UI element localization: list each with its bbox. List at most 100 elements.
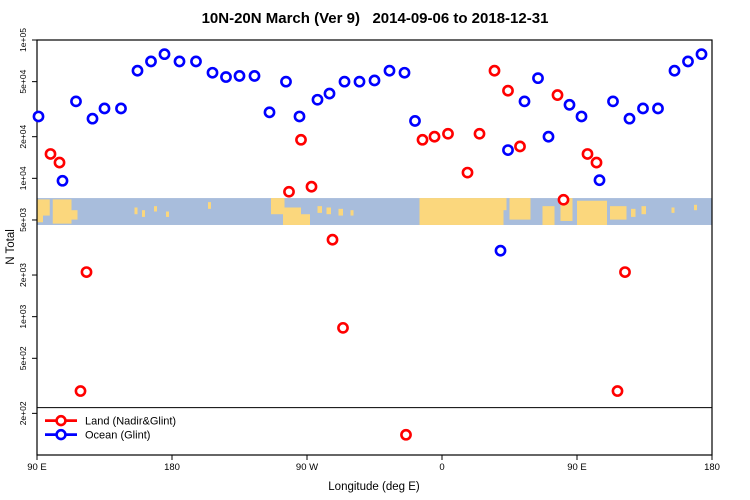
y-tick-label: 2e+03	[18, 263, 28, 287]
map-band-land	[271, 198, 285, 215]
data-point-ocean	[383, 64, 396, 77]
data-point-ocean	[668, 64, 681, 77]
map-band-land	[283, 207, 301, 225]
data-point-land	[611, 385, 624, 397]
data-point-ocean	[86, 112, 99, 125]
legend-marker	[55, 414, 67, 427]
x-tick-label: 90 E	[27, 462, 47, 473]
data-point-ocean	[542, 130, 555, 143]
map-band-land	[166, 211, 169, 217]
plot-area: 90 E 180 90 W 0 90 E 180 1e+05 5e+04 2e+04 1e+04 5…	[18, 28, 720, 473]
data-point-ocean	[131, 64, 144, 77]
y-tick-label: 2e+04	[18, 124, 28, 148]
y-tick-label: 2e+02	[18, 401, 28, 425]
data-point-land	[400, 428, 412, 441]
map-band-land	[208, 202, 211, 209]
data-point-ocean	[311, 93, 324, 106]
legend-marker	[55, 428, 67, 441]
data-point-land	[619, 266, 631, 278]
map-band-land	[326, 207, 331, 215]
data-point-ocean	[145, 55, 157, 68]
data-point-land	[74, 385, 87, 397]
map-band-land	[694, 204, 697, 211]
data-point-land	[502, 84, 514, 97]
map-band-land	[37, 199, 50, 216]
data-point-ocean	[575, 110, 588, 123]
data-point-land	[473, 127, 486, 140]
y-tick-label: 1e+03	[18, 304, 28, 328]
data-point-ocean	[593, 174, 606, 187]
data-point-ocean	[338, 75, 351, 88]
data-point-land	[295, 133, 307, 146]
map-band-land	[317, 206, 322, 213]
y-tick-label: 5e+02	[18, 346, 28, 370]
map-band-land	[499, 198, 507, 211]
data-point-land	[488, 64, 501, 77]
legend-label: Ocean (Glint)	[85, 430, 150, 442]
map-band-land	[37, 214, 43, 223]
data-point-ocean	[293, 110, 306, 123]
data-point-ocean	[115, 102, 127, 115]
y-tick-label: 5e+04	[18, 69, 28, 93]
data-point-land	[416, 133, 429, 146]
data-point-ocean	[623, 112, 636, 125]
data-point-land	[53, 156, 66, 169]
data-point-ocean	[682, 55, 694, 68]
data-point-land	[337, 321, 349, 334]
map-band-land	[509, 198, 531, 220]
data-point-ocean	[248, 70, 261, 82]
data-point-ocean	[206, 66, 219, 79]
data-point-land	[305, 180, 318, 193]
x-axis-label: Longitude (deg E)	[328, 481, 420, 493]
data-point-land	[581, 148, 594, 160]
y-tick-label: 1e+05	[18, 28, 28, 52]
data-point-land	[442, 127, 454, 140]
data-point-ocean	[70, 95, 82, 108]
data-point-ocean	[263, 106, 276, 119]
x-tick-label: 0	[439, 462, 444, 473]
map-band-land	[338, 208, 343, 216]
map-band-land	[631, 208, 636, 217]
data-point-ocean	[398, 66, 411, 79]
map-band-land	[610, 206, 627, 220]
y-tick-label: 1e+04	[18, 166, 28, 190]
data-point-ocean	[190, 55, 202, 68]
x-tick-label: 180	[164, 462, 180, 473]
map-band-land	[350, 210, 354, 216]
map-band-land	[52, 199, 72, 224]
x-tick-label: 90 W	[296, 462, 318, 473]
y-axis-label: N Total	[5, 229, 17, 265]
map-band-land	[134, 207, 138, 215]
map-band-land	[542, 206, 555, 225]
data-point-ocean	[409, 115, 421, 127]
data-point-ocean	[233, 70, 246, 82]
data-point-ocean	[32, 110, 45, 123]
data-point-land	[80, 266, 93, 278]
data-point-land	[326, 233, 339, 246]
data-point-ocean	[280, 75, 292, 88]
data-point-ocean	[607, 95, 619, 108]
data-point-ocean	[56, 174, 69, 187]
x-tick-label: 180	[704, 462, 720, 473]
map-band-land	[671, 207, 675, 213]
data-point-land	[557, 193, 570, 206]
map-band-land	[301, 214, 310, 225]
x-tick-label: 90 E	[567, 462, 587, 473]
data-point-ocean	[368, 74, 381, 87]
data-point-ocean	[532, 72, 544, 85]
plot-box	[36, 39, 713, 456]
data-point-land	[551, 89, 564, 101]
data-point-land	[44, 148, 57, 160]
data-point-ocean	[98, 102, 111, 115]
data-point-ocean	[695, 48, 708, 61]
data-point-ocean	[563, 98, 576, 111]
map-band-land	[419, 198, 504, 225]
map-band-land	[154, 206, 157, 212]
data-point-ocean	[220, 71, 232, 83]
map-band-land	[577, 200, 607, 225]
data-point-ocean	[158, 48, 171, 61]
data-point-ocean	[494, 244, 507, 257]
data-point-ocean	[518, 95, 531, 108]
data-point-land	[590, 156, 603, 169]
